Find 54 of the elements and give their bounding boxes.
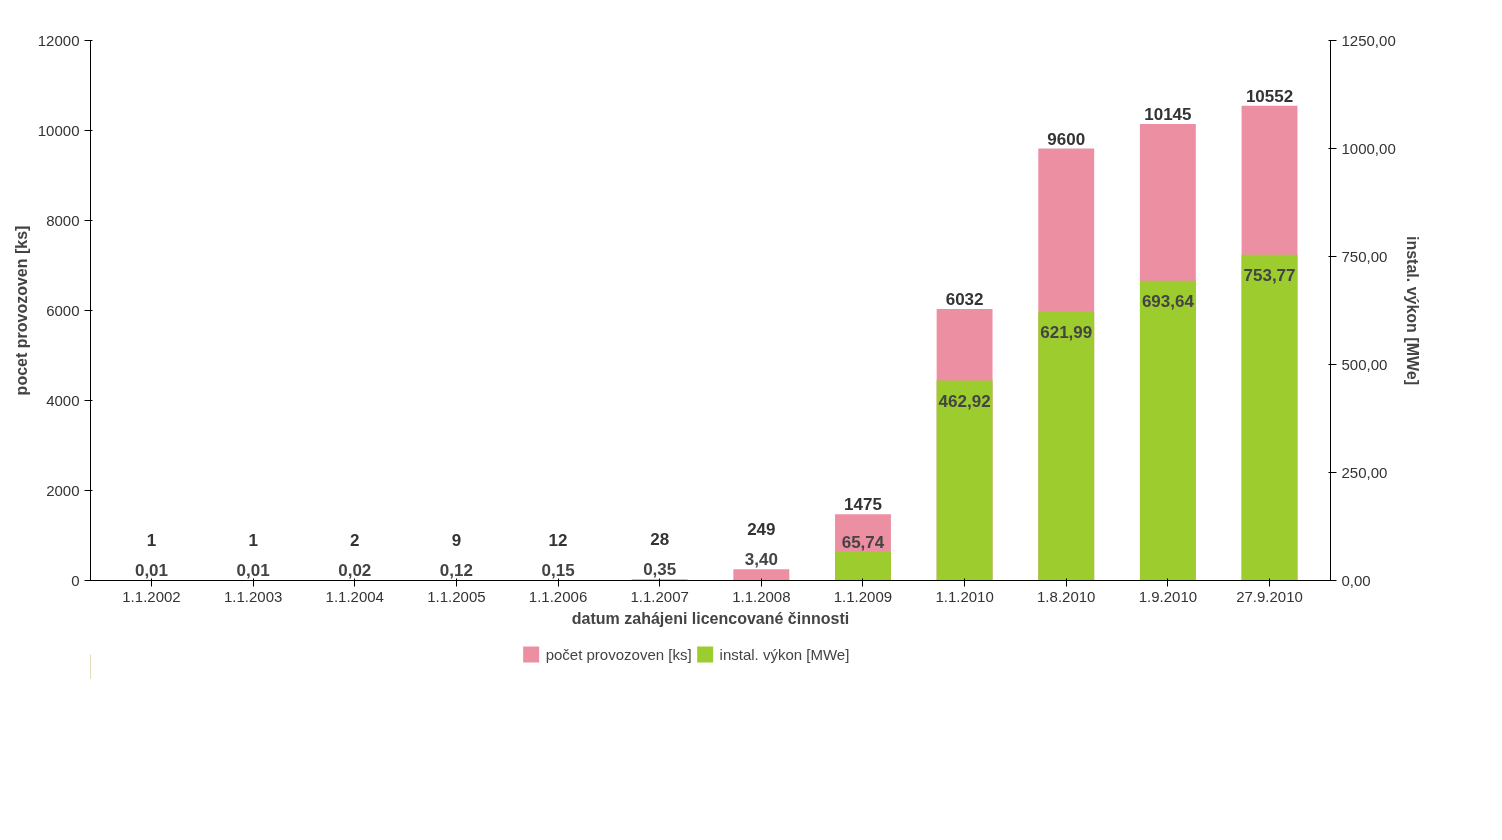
y-tick-label: 2000 <box>46 481 80 499</box>
data-label: 12 <box>548 530 568 550</box>
x-tick-label: 1.1.2008 <box>732 587 791 605</box>
data-label: 753,77 <box>1243 265 1296 285</box>
data-label: 1 <box>146 531 157 551</box>
data-label: 2 <box>350 531 360 551</box>
data-label: 9 <box>451 531 462 551</box>
data-label: 28 <box>650 530 670 550</box>
data-label: 3,40 <box>744 550 778 570</box>
y-tick-label: 8000 <box>46 211 80 229</box>
x-tick-label: 1.9.2010 <box>1138 587 1198 605</box>
data-label: 65,74 <box>841 533 885 553</box>
x-tick-label: 1.1.2007 <box>630 587 689 605</box>
data-label: 0,01 <box>236 561 270 581</box>
y-tick-label: 10000 <box>37 121 80 139</box>
legend-label: instal. výkon [MWe] <box>719 645 850 663</box>
data-label: 0,35 <box>643 560 677 580</box>
y2-tick-label: 250,00 <box>1341 463 1388 481</box>
x-tick-label: 1.1.2009 <box>833 587 893 605</box>
data-label: 621,99 <box>1040 322 1093 342</box>
x-tick-label: 1.8.2010 <box>1037 587 1096 605</box>
y-tick-label: 4000 <box>46 391 80 409</box>
y2-axis-title: instal. výkon [MWe] <box>1403 235 1421 386</box>
y2-tick-label: 500,00 <box>1341 355 1388 373</box>
data-label: 0,02 <box>338 561 372 581</box>
data-label: 1475 <box>844 495 882 515</box>
x-tick-label: 1.1.2010 <box>935 587 994 605</box>
data-label: 9600 <box>1047 129 1086 149</box>
y-tick-label: 0 <box>71 571 80 589</box>
x-tick-label: 1.1.2006 <box>528 587 588 605</box>
data-label: 0,15 <box>541 560 575 580</box>
y2-tick-label: 750,00 <box>1341 247 1388 265</box>
data-label: 462,92 <box>938 391 991 411</box>
x-axis-title: datum zahájeni licencované činnosti <box>571 609 850 627</box>
y2-tick-label: 0,00 <box>1341 571 1371 589</box>
y-tick-label: 12000 <box>37 31 80 49</box>
x-tick-label: 1.1.2005 <box>427 587 486 605</box>
x-tick-label: 27.9.2010 <box>1236 587 1303 605</box>
y2-tick-label: 1000,00 <box>1341 139 1396 157</box>
y-tick-label: 6000 <box>46 301 80 319</box>
data-label: 10552 <box>1245 86 1294 106</box>
y-axis-title: pocet provozoven [ks] <box>12 225 30 396</box>
data-label: 249 <box>747 520 776 540</box>
data-label: 10145 <box>1144 104 1192 124</box>
data-label: 0,12 <box>439 561 473 581</box>
x-tick-label: 1.1.2004 <box>325 587 384 605</box>
x-tick-label: 1.1.2002 <box>122 587 181 605</box>
data-label: 1 <box>248 531 258 551</box>
legend-label: počet provozoven [ks] <box>545 645 692 663</box>
data-label: 6032 <box>945 290 984 310</box>
data-label: 0,01 <box>134 561 169 581</box>
data-label: 693,64 <box>1141 291 1195 311</box>
x-tick-label: 1.1.2003 <box>223 587 283 605</box>
y2-tick-label: 1250,00 <box>1341 31 1396 49</box>
